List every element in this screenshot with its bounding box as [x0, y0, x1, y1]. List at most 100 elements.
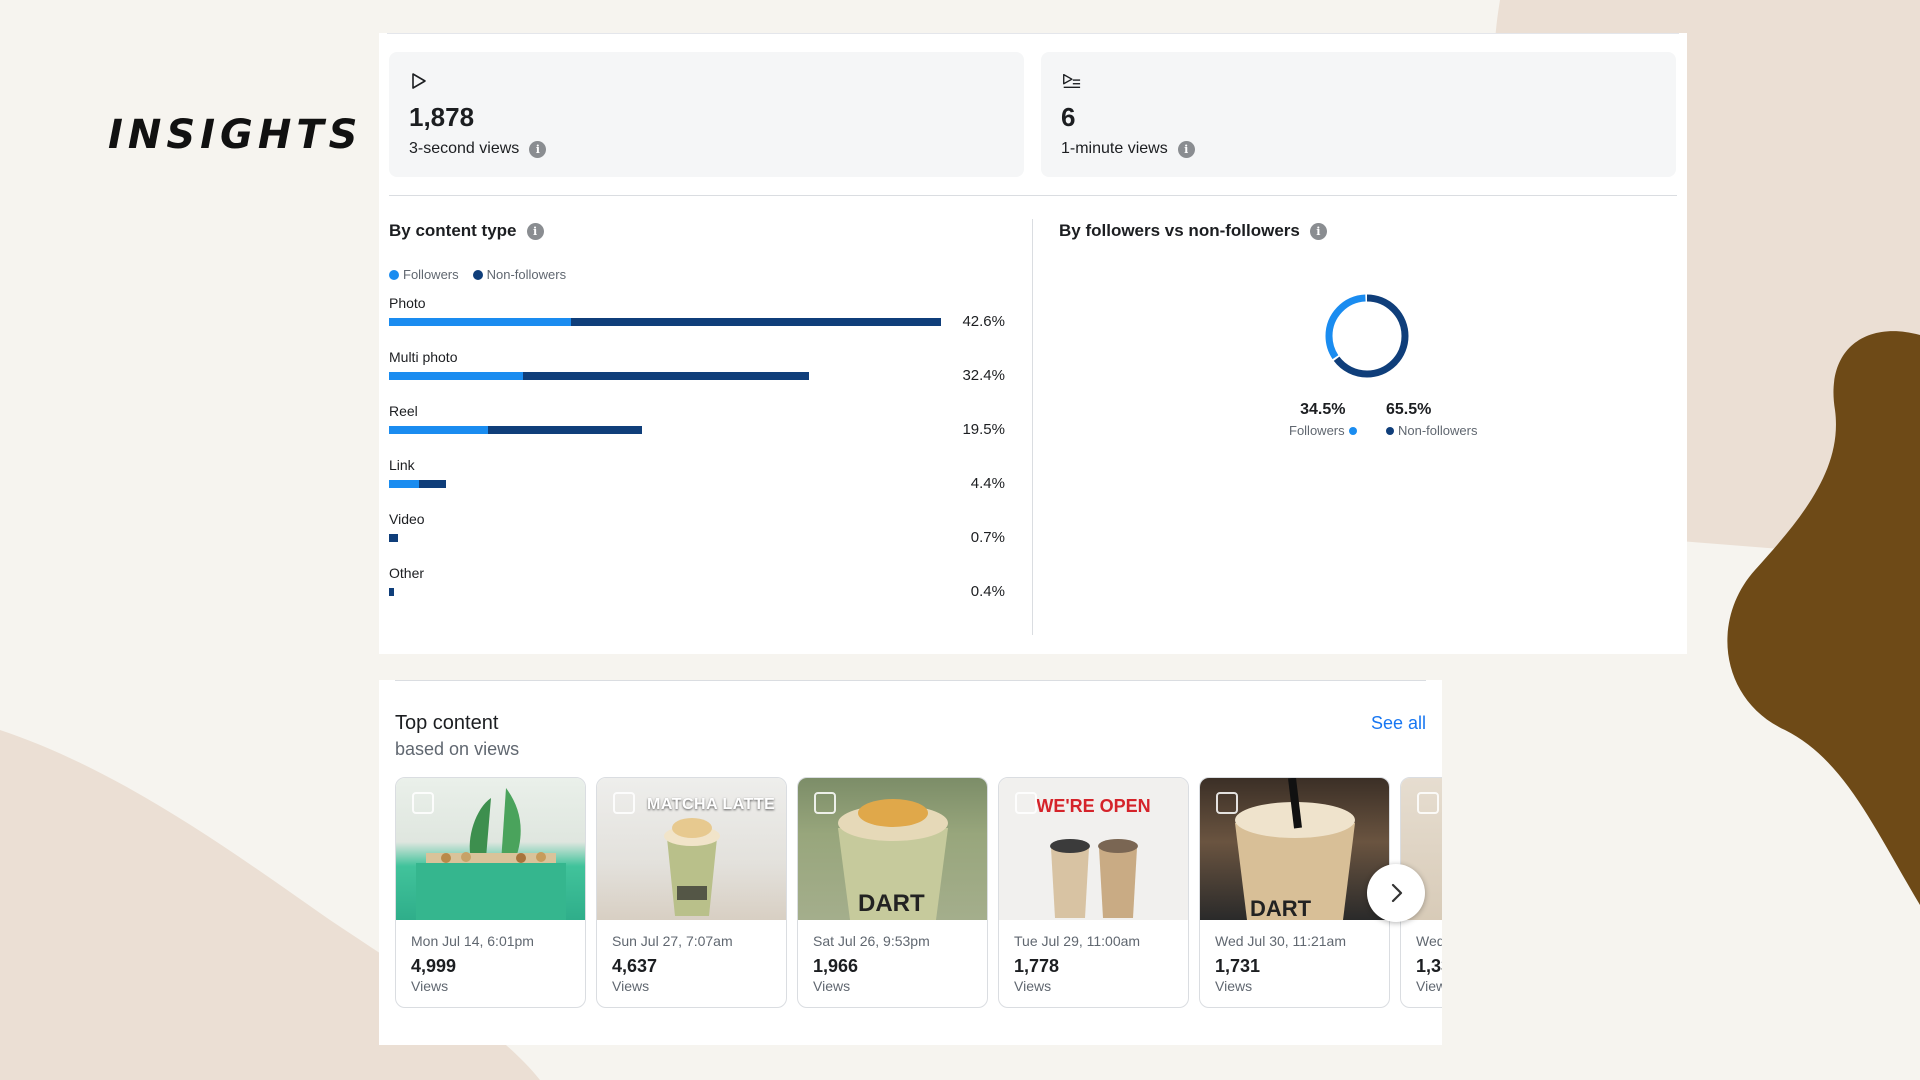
content-views-label: Views	[1014, 978, 1052, 994]
content-thumbnail: MATCHA LATTE	[597, 778, 786, 920]
metric-label: 3-second views	[409, 140, 520, 157]
followers-dot-icon	[389, 269, 399, 280]
bar-label: Link	[389, 457, 415, 473]
content-card[interactable]: WE'RE OPEN Tue Jul 29, 11:00am 1,778 Vie…	[998, 777, 1189, 1008]
content-date: Mon Jul 14, 6:01pm	[411, 933, 534, 949]
content-card[interactable]: MATCHA LATTE Sun Jul 27, 7:07am 4,637 Vi…	[596, 777, 787, 1008]
legend-label: Non-followers	[486, 267, 567, 282]
top-content-panel: Top content based on views See all Mon J…	[379, 680, 1442, 1045]
column-divider	[1032, 219, 1033, 635]
bar-row: Link 4.4%	[389, 457, 1005, 511]
matcha-drink-image	[664, 818, 720, 916]
followers-split-heading: By followers vs non-followers i	[1059, 221, 1327, 241]
info-icon[interactable]: i	[529, 140, 547, 158]
content-views: 1,966	[813, 956, 859, 976]
bar-track	[389, 588, 395, 596]
bar-percent: 4.4%	[970, 475, 1005, 492]
content-card[interactable]: DART Sat Jul 26, 9:53pm 1,966 Views	[797, 777, 988, 1008]
info-icon[interactable]: i	[1177, 140, 1195, 158]
non-followers-dot-icon	[1386, 426, 1394, 435]
metric-card-1m-views: 6 1-minute views i	[1041, 52, 1676, 177]
content-views: 4,637	[612, 956, 658, 976]
content-type-legend: Followers Non-followers	[389, 267, 566, 282]
content-thumbnail: DART	[798, 778, 987, 920]
bar-label: Video	[389, 511, 425, 527]
bar-label: Multi photo	[389, 349, 458, 365]
content-date: Sat Jul 26, 9:53pm	[813, 933, 930, 949]
donut-slice-non-followers	[1325, 294, 1409, 378]
carousel-icon	[412, 792, 434, 814]
iced-coffee-image	[1235, 778, 1355, 920]
top-content-subtitle: based on views	[395, 739, 520, 759]
metric-card-3s-views: 1,878 3-second views i	[389, 52, 1024, 177]
bar-segment-non-followers	[523, 372, 809, 380]
content-views: 4,999	[411, 956, 457, 976]
panel-top-border	[387, 33, 1679, 34]
insights-panel: 1,878 3-second views i 6 1-minute views …	[379, 33, 1687, 654]
donut-slice-followers	[1325, 294, 1409, 378]
bar-segment-followers	[389, 318, 572, 326]
background-blob-brown	[1725, 330, 1920, 910]
bar-track	[389, 480, 446, 488]
content-views: 1,33	[1416, 956, 1442, 976]
thumb-caption: DART	[1250, 896, 1312, 920]
thumb-caption: WE'RE OPEN	[1036, 796, 1151, 816]
top-content-cards: Mon Jul 14, 6:01pm 4,999 Views MATCHA LA…	[395, 777, 1442, 1008]
content-views-label: Views	[612, 978, 650, 994]
non-followers-stat: 65.5% Non-followers	[1386, 401, 1477, 438]
bar-segment-followers	[389, 480, 420, 488]
bar-track	[389, 534, 399, 542]
carousel-icon	[613, 792, 635, 814]
followers-stat-label: Followers	[1289, 423, 1357, 438]
bar-percent: 19.5%	[962, 421, 1005, 438]
bar-row: Reel 19.5%	[389, 403, 1005, 457]
bar-percent: 0.4%	[970, 583, 1005, 600]
content-views-label: Views	[1215, 978, 1253, 994]
non-followers-stat-label: Non-followers	[1386, 423, 1477, 438]
content-thumbnail: WE'RE OPEN	[999, 778, 1188, 920]
bar-segment-non-followers	[419, 480, 446, 488]
thumb-caption: MATCHA LATTE	[647, 796, 776, 813]
metric-label: 1-minute views	[1061, 140, 1168, 157]
followers-donut-chart	[1322, 291, 1412, 381]
content-card[interactable]: Mon Jul 14, 6:01pm 4,999 Views	[395, 777, 586, 1008]
bar-percent: 32.4%	[962, 367, 1005, 384]
content-views: 1,778	[1014, 956, 1060, 976]
see-all-link[interactable]: See all	[1370, 713, 1426, 733]
bar-label: Reel	[389, 403, 418, 419]
followers-pct: 34.5%	[1300, 401, 1346, 418]
followers-stat: 34.5% Followers	[1289, 401, 1357, 438]
followers-label: Followers	[1289, 423, 1345, 438]
dart-cup-image	[838, 799, 948, 920]
chevron-right-icon	[1391, 883, 1403, 903]
bar-percent: 0.7%	[970, 529, 1005, 546]
bar-track	[389, 426, 642, 434]
content-views-label: View	[1416, 978, 1442, 994]
bar-track	[389, 372, 809, 380]
content-views: 1,731	[1215, 956, 1261, 976]
legend-label: Followers	[403, 267, 459, 282]
content-type-heading: By content type i	[389, 221, 544, 241]
bar-label: Photo	[389, 295, 426, 311]
legend-item-non-followers: Non-followers	[472, 267, 567, 282]
bar-segment-non-followers	[487, 426, 642, 434]
content-date: Wed Jul 30, 11:21am	[1215, 933, 1347, 949]
info-icon[interactable]: i	[526, 222, 544, 240]
content-date: Wed	[1416, 933, 1442, 949]
content-date: Tue Jul 29, 11:00am	[1014, 933, 1141, 949]
reel-icon	[814, 792, 836, 814]
next-button[interactable]	[1367, 864, 1425, 922]
play-list-icon	[1063, 73, 1081, 89]
bar-segment-followers	[389, 426, 488, 434]
bar-row: Multi photo 32.4%	[389, 349, 1005, 403]
party-scene-image	[416, 788, 566, 920]
content-card[interactable]: DART Wed Jul 30, 11:21am 1,731 Views	[1199, 777, 1390, 1008]
carousel-icon	[1015, 792, 1037, 814]
followers-dot-icon	[1348, 426, 1357, 435]
metric-value: 1,878	[409, 102, 475, 132]
play-icon	[412, 73, 426, 89]
open-poster-image	[1050, 839, 1138, 918]
info-icon[interactable]: i	[1309, 222, 1327, 240]
carousel-icon	[1417, 792, 1439, 814]
bar-segment-non-followers	[571, 318, 941, 326]
